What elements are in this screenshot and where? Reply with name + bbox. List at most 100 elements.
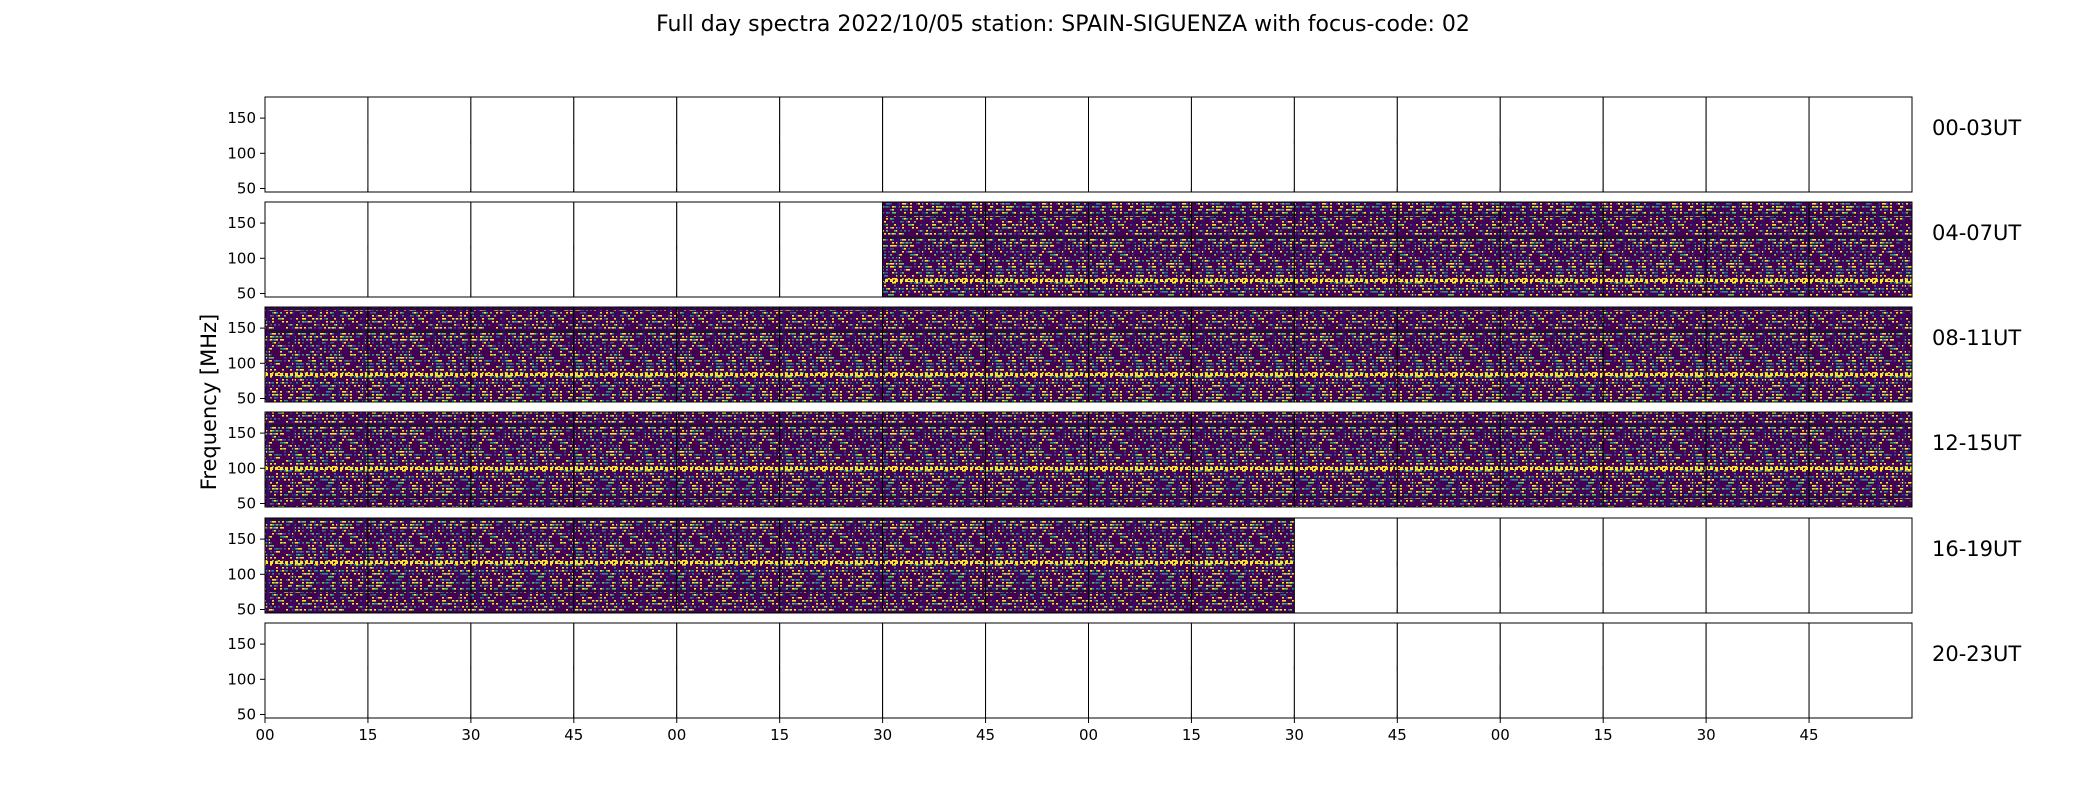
spectrogram-panel <box>1602 411 1707 508</box>
row-time-label: 16-19UT <box>1932 537 2021 561</box>
empty-panel <box>470 96 575 193</box>
spectrogram-panel <box>1190 201 1295 298</box>
spectrogram-panel <box>1396 411 1501 508</box>
spectrogram-panel <box>573 306 678 403</box>
spectrogram-panel <box>676 306 781 403</box>
empty-panel <box>1602 517 1707 614</box>
x-tick-label: 00 <box>255 726 274 744</box>
spectrogram-panel <box>985 306 1089 403</box>
spectrogram-panel <box>985 517 1089 614</box>
y-tick-label: 100 <box>227 565 256 583</box>
spectrogram-panel <box>1190 306 1295 403</box>
empty-panel <box>573 96 678 193</box>
x-tick-label: 45 <box>1388 726 1407 744</box>
spectrogram-panel <box>882 411 987 508</box>
empty-panel <box>1602 622 1707 719</box>
spectrogram-panel <box>1293 411 1398 508</box>
spectrogram-panel <box>1190 517 1295 614</box>
row-frame <box>264 411 1913 508</box>
empty-panel <box>1396 622 1501 719</box>
empty-panel <box>1293 96 1398 193</box>
empty-panel <box>1602 96 1707 193</box>
spectrogram-panel <box>470 411 575 508</box>
spectrogram-panel <box>1499 201 1604 298</box>
x-tick-label: 15 <box>770 726 789 744</box>
y-tick-label: 150 <box>227 109 256 127</box>
spectrogram-panel <box>1396 201 1501 298</box>
spectrogram-panel <box>779 411 884 508</box>
spectrogram-panel <box>367 411 472 508</box>
x-tick-label: 15 <box>1182 726 1201 744</box>
spectrogram-panel <box>1293 306 1398 403</box>
spectrogram-panel <box>1396 306 1501 403</box>
y-tick-label: 100 <box>227 670 256 688</box>
spectrogram-panel <box>676 411 781 508</box>
spectrogram-panel <box>1602 306 1707 403</box>
y-tick-label: 150 <box>227 214 256 232</box>
empty-panel <box>779 96 884 193</box>
y-tick-label: 100 <box>227 144 256 162</box>
empty-panel <box>882 622 987 719</box>
x-tick-label: 00 <box>1491 726 1510 744</box>
spectrogram-panel <box>1499 306 1604 403</box>
empty-panel <box>1190 622 1295 719</box>
row-frame <box>264 517 1913 614</box>
spectrogram-panel <box>1808 306 1913 403</box>
empty-panel <box>676 201 781 298</box>
spectrogram-panel <box>779 517 884 614</box>
y-tick-label: 100 <box>227 249 256 267</box>
spectrogram-panel <box>1190 411 1295 508</box>
empty-panel <box>264 96 369 193</box>
spectrogram-panel <box>1705 306 1810 403</box>
empty-panel <box>367 201 472 298</box>
row-time-label: 12-15UT <box>1932 431 2021 455</box>
x-tick-label: 30 <box>873 726 892 744</box>
x-tick-label: 30 <box>1697 726 1716 744</box>
spectra-row: 150 100 50 08-11UT <box>227 306 2021 407</box>
empty-panel <box>1293 517 1398 614</box>
row-frame <box>264 96 1913 193</box>
chart-title: Full day spectra 2022/10/05 station: SPA… <box>656 12 1470 37</box>
empty-panel <box>985 622 1089 719</box>
spectrogram-panel <box>470 306 575 403</box>
spectrogram-panel <box>470 517 575 614</box>
x-tick-label: 15 <box>358 726 377 744</box>
spectrogram-panel <box>779 306 884 403</box>
x-tick-label: 45 <box>976 726 995 744</box>
spectra-row: 150 100 50 16-19UT <box>227 517 2021 618</box>
spectrogram-panel <box>1088 411 1192 508</box>
empty-panel <box>264 622 369 719</box>
x-tick-label: 00 <box>1079 726 1098 744</box>
spectrogram-panel <box>1088 517 1192 614</box>
empty-panel <box>779 201 884 298</box>
y-axis-label: Frequency [MHz] <box>197 314 221 490</box>
empty-panel <box>367 622 472 719</box>
spectrogram-panel <box>1602 201 1707 298</box>
spectrogram-panel <box>1808 201 1913 298</box>
row-time-label: 08-11UT <box>1932 326 2021 350</box>
empty-panel <box>1808 517 1913 614</box>
spectrogram-panel <box>676 517 781 614</box>
empty-panel <box>1808 96 1913 193</box>
empty-panel <box>573 201 678 298</box>
spectrogram-panel <box>985 411 1089 508</box>
empty-panel <box>1705 96 1810 193</box>
x-tick-label: 45 <box>1800 726 1819 744</box>
spectra-row: 150 100 50 00-03UT <box>227 96 2021 197</box>
row-frame <box>264 306 1913 403</box>
y-tick-label: 100 <box>227 354 256 372</box>
y-tick-label: 150 <box>227 530 256 548</box>
row-time-label: 04-07UT <box>1932 221 2021 245</box>
empty-panel <box>1499 96 1604 193</box>
y-tick-label: 150 <box>227 635 256 653</box>
spectrogram-panel <box>573 517 678 614</box>
spectrogram-panel <box>1088 306 1192 403</box>
spectrogram-panel <box>1088 201 1192 298</box>
empty-panel <box>1293 622 1398 719</box>
empty-panel <box>985 96 1089 193</box>
y-tick-label: 50 <box>237 389 256 407</box>
spectrogram-panel <box>882 201 987 298</box>
x-tick-label: 00 <box>667 726 686 744</box>
spectrogram-panel <box>367 306 472 403</box>
empty-panel <box>367 96 472 193</box>
